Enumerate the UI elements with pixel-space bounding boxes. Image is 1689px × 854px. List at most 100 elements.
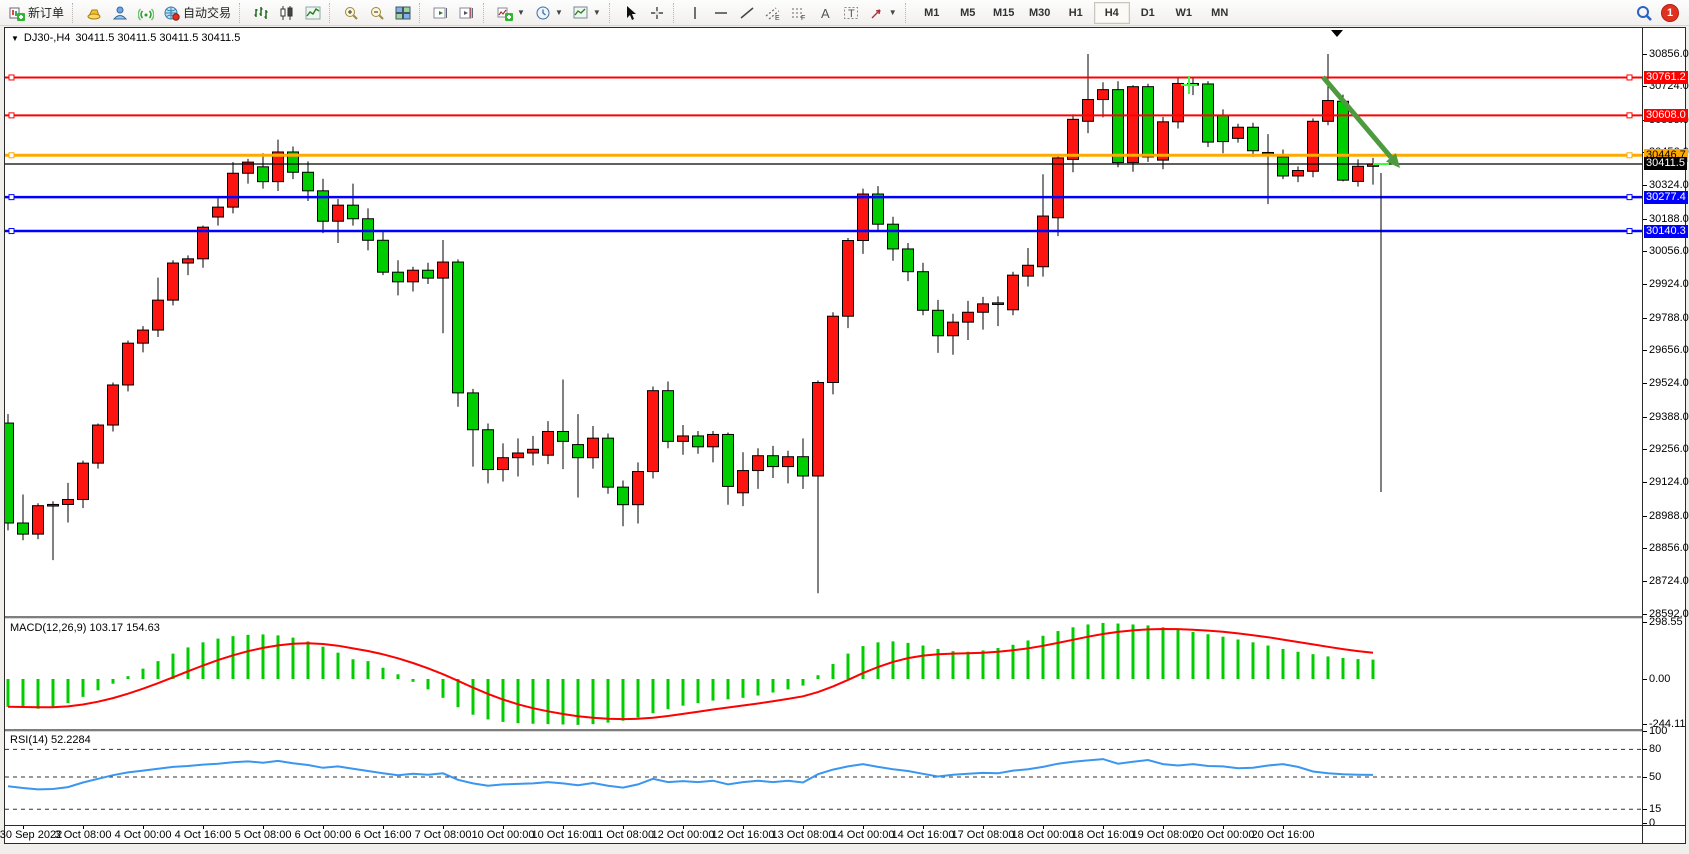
crosshair-button[interactable] — [644, 2, 670, 24]
time-tick — [1283, 826, 1284, 829]
periods-button[interactable]: ▼ — [530, 2, 568, 24]
time-tick-label: 10 Oct 16:00 — [531, 829, 595, 841]
rsi-tick-label: 15 — [1649, 802, 1662, 815]
macd-bar — [1041, 635, 1045, 679]
bar-chart-button[interactable] — [248, 2, 274, 24]
macd-bar — [1371, 659, 1375, 679]
macd-group — [6, 622, 1375, 725]
timeframe-m1[interactable]: M1 — [924, 6, 940, 19]
fibonacci-tool[interactable]: F — [786, 2, 812, 24]
vertical-line-tool[interactable] — [682, 2, 708, 24]
candle-up — [527, 448, 539, 454]
deposit-button[interactable] — [81, 2, 107, 24]
line-handle — [1626, 152, 1633, 159]
timeframe-mn[interactable]: MN — [1211, 6, 1229, 19]
candle-down — [602, 437, 614, 488]
timeframe-w1[interactable]: W1 — [1175, 6, 1192, 19]
text-label-tool[interactable]: T — [838, 2, 864, 24]
tile-windows-button[interactable] — [390, 2, 416, 24]
time-tick-label: 14 Oct 00:00 — [831, 829, 895, 841]
macd-bar — [1146, 625, 1150, 679]
macd-bar — [1236, 639, 1240, 679]
text-tool[interactable]: A — [812, 2, 838, 24]
macd-bar — [291, 637, 295, 679]
price-axis[interactable]: 30856.030724.030588.030456.030324.030188… — [1642, 28, 1689, 829]
candle-up — [437, 261, 449, 279]
notification-badge[interactable]: 1 — [1661, 3, 1679, 22]
cursor-button[interactable] — [618, 2, 644, 24]
axis-tick — [1643, 86, 1647, 88]
toolbar-separator — [483, 2, 489, 23]
price-line-label: 30761.2 — [1644, 70, 1688, 84]
profile-button[interactable] — [107, 2, 133, 24]
candle-up — [107, 384, 119, 426]
arrows-tool[interactable]: ▼ — [864, 2, 902, 24]
macd-bar — [276, 635, 280, 679]
timeframe-m5[interactable]: M5 — [960, 6, 976, 19]
time-tick-label: 20 Oct 16:00 — [1251, 829, 1315, 841]
signal-button[interactable] — [133, 2, 159, 24]
chart-canvas[interactable] — [5, 28, 1642, 825]
time-tick-label: 30 Sep 2022 — [0, 829, 63, 841]
candle-up — [1232, 126, 1244, 139]
macd-bar — [876, 642, 880, 679]
zoom-in-button[interactable] — [338, 2, 364, 24]
templates-button[interactable]: ▼ — [568, 2, 606, 24]
candle-down — [557, 430, 569, 442]
time-tick — [743, 826, 744, 829]
line-handle — [1626, 194, 1633, 201]
candle-down — [317, 190, 329, 222]
timeframe-m15[interactable]: M15 — [993, 6, 1015, 19]
indicators-button[interactable]: ▼ — [492, 2, 530, 24]
auto-scroll-button[interactable] — [428, 2, 454, 24]
price-tick-label: 29124.0 — [1649, 475, 1689, 488]
macd-bar — [66, 679, 70, 704]
axis-tick — [1643, 449, 1647, 451]
time-axis[interactable]: 30 Sep 2022 3 Oct 08:00 4 Oct 00:00 4 Oct 1… — [0, 825, 1642, 843]
rsi-indicator-label: RSI(14) 52.2284 — [10, 734, 91, 746]
candle-up — [962, 311, 974, 323]
axis-tick — [1643, 580, 1647, 582]
time-tick-label: 4 Oct 00:00 — [114, 829, 172, 841]
rsi-group — [5, 748, 1642, 810]
macd-tick-label: 298.55 — [1649, 616, 1683, 629]
macd-bar — [1266, 645, 1270, 679]
candle-up — [137, 329, 149, 344]
horizontal-line-tool[interactable] — [708, 2, 734, 24]
time-tick — [1103, 826, 1104, 829]
axis-tick — [1643, 481, 1647, 483]
candle-up — [707, 433, 719, 448]
price-line-label: 30608.0 — [1644, 108, 1688, 122]
timeframe-d1[interactable]: D1 — [1140, 6, 1155, 19]
candlestick-chart-button[interactable] — [274, 2, 300, 24]
collapse-triangle-icon[interactable]: ▼ — [11, 33, 19, 43]
timeframe-h1[interactable]: H1 — [1068, 6, 1083, 19]
auto-trading-button[interactable]: 自动交易 — [159, 2, 236, 24]
new-order-button[interactable]: 新订单 — [4, 2, 69, 24]
line-handle — [8, 152, 15, 159]
candle-up — [182, 258, 194, 264]
price-tick-label: 30856.0 — [1649, 47, 1689, 60]
timeframe-h4[interactable]: H4 — [1093, 1, 1130, 24]
trend-arrow[interactable] — [1321, 75, 1400, 168]
chart-window: ▼ DJ30-,H4 30411.5 30411.5 30411.5 30411… — [0, 27, 1689, 844]
profile-icon — [112, 5, 128, 21]
line-chart-button[interactable] — [300, 2, 326, 24]
macd-bar — [696, 679, 700, 704]
macd-bar — [411, 679, 415, 682]
chart-shift-button[interactable] — [454, 2, 480, 24]
time-tick-label: 6 Oct 16:00 — [354, 829, 412, 841]
zoom-out-button[interactable] — [364, 2, 390, 24]
trend-arrow-shaft — [1321, 75, 1393, 159]
search-icon[interactable] — [1635, 4, 1653, 22]
rsi-line — [7, 758, 1374, 791]
candle-down — [1337, 100, 1349, 181]
equidistant-channel-tool[interactable]: E — [760, 2, 786, 24]
candle-up — [782, 456, 794, 468]
trendline-tool[interactable] — [734, 2, 760, 24]
time-tick — [323, 826, 324, 829]
macd-bar — [1056, 631, 1060, 679]
candle-up — [677, 435, 689, 442]
macd-bar — [786, 679, 790, 690]
timeframe-m30[interactable]: M30 — [1029, 6, 1051, 19]
